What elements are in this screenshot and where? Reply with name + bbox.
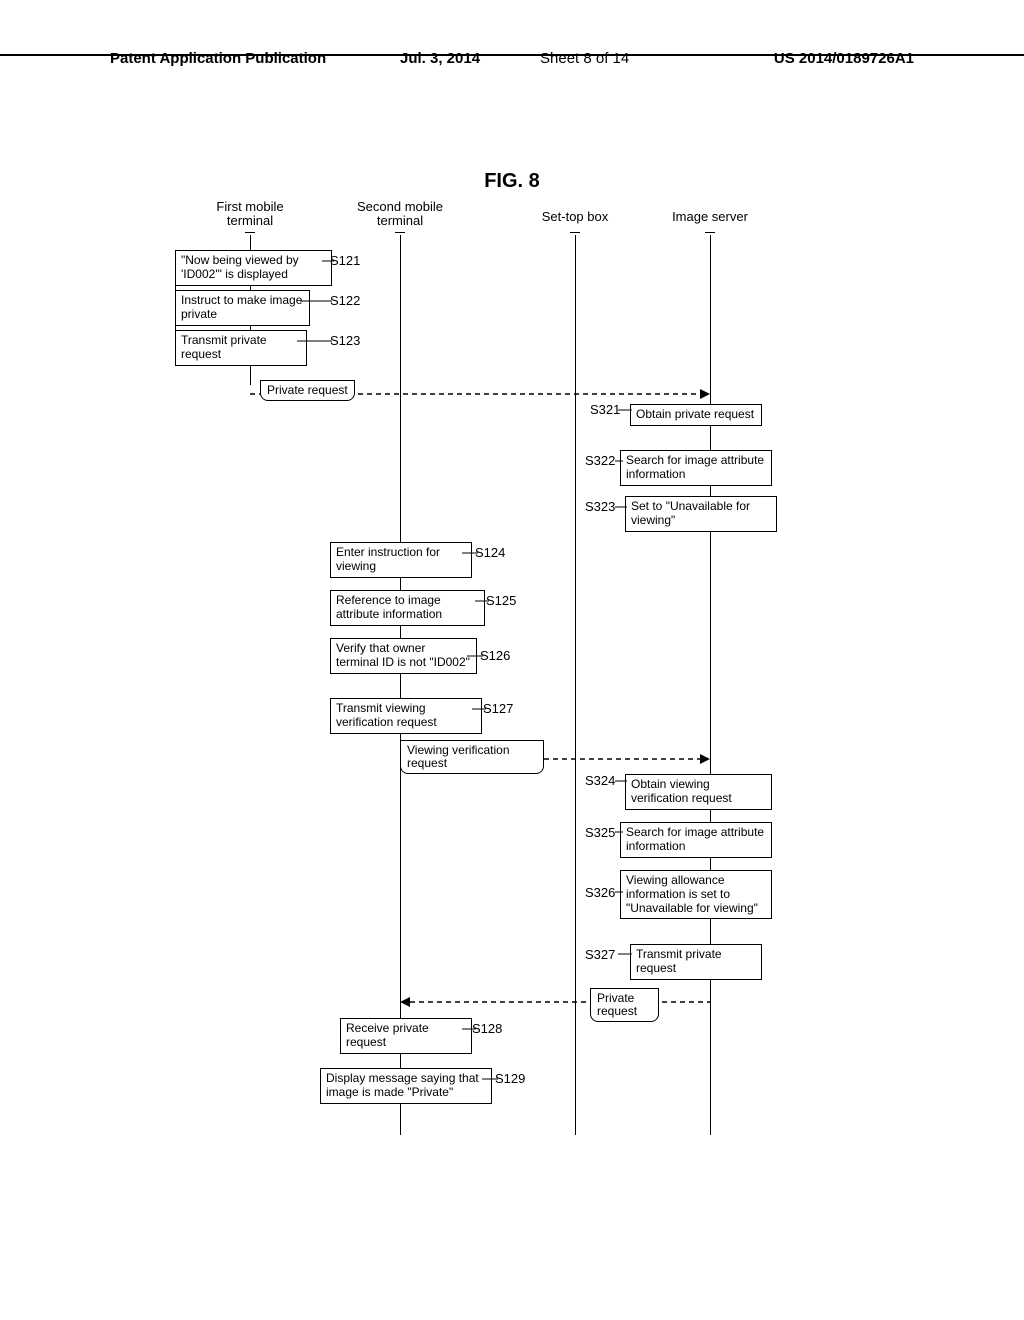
lane-label-stb: Set-top box [530,210,620,224]
lead-s128 [462,1028,476,1030]
step-s325: Search for image attribute information [620,822,772,858]
label-s124: S124 [475,545,505,560]
step-s122: Instruct to make image private [175,290,310,326]
label-s123: S123 [330,333,360,348]
lead-s321 [618,409,632,411]
label-s325: S325 [585,825,615,840]
step-s322: Search for image attribute information [620,450,772,486]
lead-s326 [615,891,623,893]
lead-s121 [322,260,334,262]
label-s326: S326 [585,885,615,900]
lane-label-srv: Image server [660,210,760,224]
header-date: Jul. 3, 2014 [400,50,480,67]
step-s127: Transmit viewing verification request [330,698,482,734]
lead-s327 [618,953,632,955]
label-s321: S321 [590,402,620,417]
lane-label-t2: Second mobile terminal [350,200,450,229]
label-s327: S327 [585,947,615,962]
lead-s123 [297,340,332,342]
sequence-diagram: FIG. 8 First mobile terminal Second mobi… [0,170,1024,1270]
header-pubno: US 2014/0189726A1 [774,50,914,67]
msg-private-request-2: Private request [590,988,659,1022]
msg-private-request-1: Private request [260,380,355,401]
figure-title: FIG. 8 [484,170,540,193]
lane-label-t1: First mobile terminal [200,200,300,229]
label-s129: S129 [495,1071,525,1086]
label-s322: S322 [585,453,615,468]
label-s125: S125 [486,593,516,608]
lead-s127 [472,708,486,710]
step-s123: Transmit private request [175,330,307,366]
lead-s324 [615,780,627,782]
step-s128: Receive private request [340,1018,472,1054]
header-left: Patent Application Publication [110,50,326,67]
step-s126: Verify that owner terminal ID is not "ID… [330,638,477,674]
lead-s129 [482,1078,498,1080]
arrow-private-request-2 [400,996,710,1008]
lead-s122 [300,300,332,302]
label-s323: S323 [585,499,615,514]
lead-s323 [615,506,627,508]
lead-s322 [615,460,623,462]
step-s323: Set to "Unavailable for viewing" [625,496,777,532]
step-s321: Obtain private request [630,404,762,426]
page-header: Patent Application Publication Jul. 3, 2… [0,50,1024,56]
lead-s126 [467,655,483,657]
step-s324: Obtain viewing verification request [625,774,772,810]
lifeline-srv [710,235,711,1135]
label-s121: S121 [330,253,360,268]
step-s124: Enter instruction for viewing [330,542,472,578]
step-s121: "Now being viewed by 'ID002'" is display… [175,250,332,286]
lead-s125 [475,600,489,602]
step-s326: Viewing allowance information is set to … [620,870,772,919]
label-s128: S128 [472,1021,502,1036]
header-sheet: Sheet 8 of 14 [540,50,629,67]
label-s126: S126 [480,648,510,663]
label-s127: S127 [483,701,513,716]
step-s327: Transmit private request [630,944,762,980]
step-s129: Display message saying that image is mad… [320,1068,492,1104]
msg-viewing-verification: Viewing verification request [400,740,544,774]
lead-s124 [462,552,478,554]
label-s324: S324 [585,773,615,788]
lead-s325 [615,831,623,833]
step-s125: Reference to image attribute information [330,590,485,626]
label-s122: S122 [330,293,360,308]
